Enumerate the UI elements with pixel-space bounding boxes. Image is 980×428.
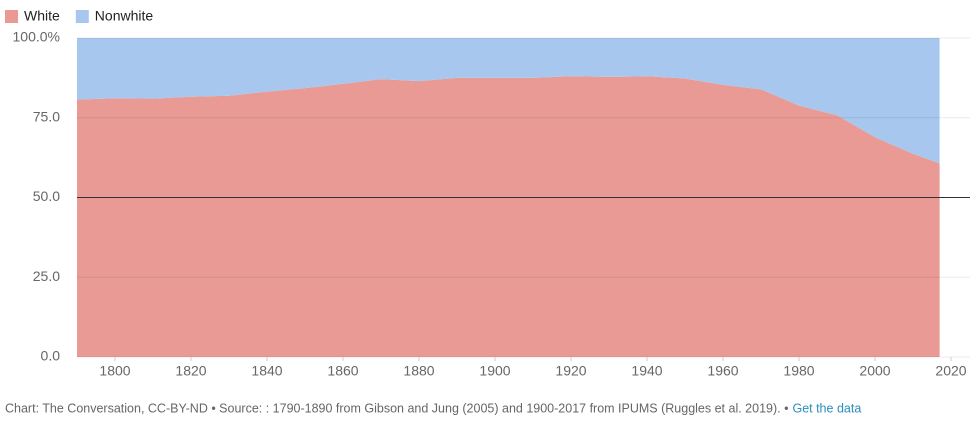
x-tick-label: 1800 xyxy=(99,363,130,379)
y-tick-label: 75.0 xyxy=(33,108,60,124)
x-tick-label: 1860 xyxy=(327,363,358,379)
legend: White Nonwhite xyxy=(5,8,153,24)
legend-swatch xyxy=(5,10,18,23)
area xyxy=(77,38,940,164)
x-tick-label: 2000 xyxy=(859,363,890,379)
area xyxy=(77,76,940,357)
x-tick-label: 1980 xyxy=(783,363,814,379)
legend-swatch xyxy=(75,10,89,23)
legend-label: White xyxy=(24,8,60,24)
areas xyxy=(77,38,940,357)
get-data-link[interactable]: Get the data xyxy=(792,401,861,415)
y-tick-label: 100.0% xyxy=(13,29,60,45)
x-tick-label: 1920 xyxy=(555,363,586,379)
y-tick-label: 25.0 xyxy=(33,268,60,284)
x-tick-label: 1840 xyxy=(251,363,282,379)
x-tick-label: 1940 xyxy=(631,363,662,379)
x-tick-label: 1960 xyxy=(707,363,738,379)
x-tick-label: 1880 xyxy=(403,363,434,379)
legend-label: Nonwhite xyxy=(95,8,154,24)
x-tick-label: 1820 xyxy=(175,363,206,379)
y-tick-label: 50.0 xyxy=(33,188,60,204)
x-tick-label: 2020 xyxy=(935,363,966,379)
source-note: Chart: The Conversation, CC-BY-ND • Sour… xyxy=(5,401,788,415)
axes: 0.0 25.0 50.0 75.0 100.0% 1800 1820 1840 1860 188… xyxy=(13,29,970,379)
x-tick-label: 1900 xyxy=(479,363,510,379)
y-tick-label: 0.0 xyxy=(41,348,61,364)
